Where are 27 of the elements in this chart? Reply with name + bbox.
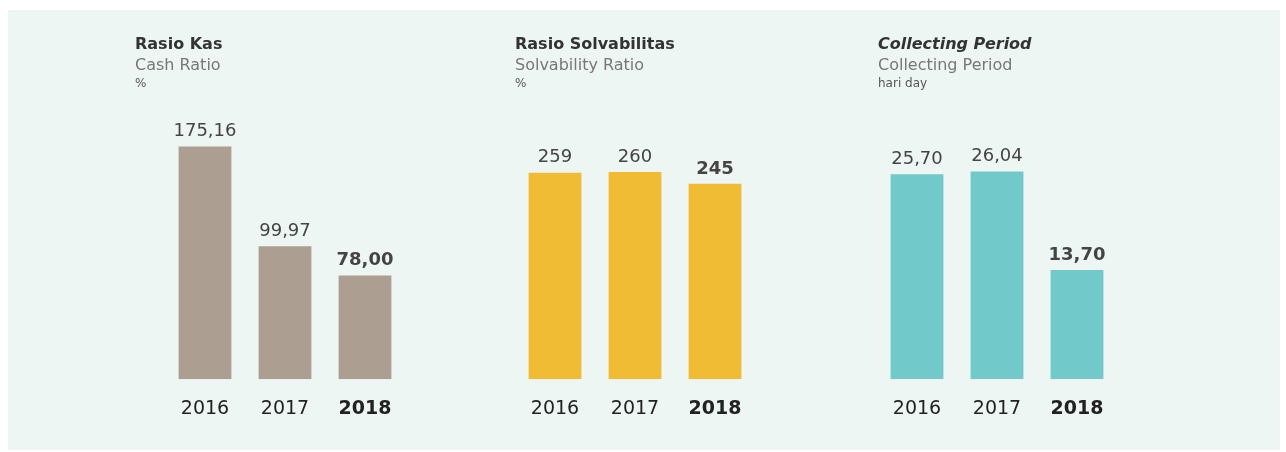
chart-title: Rasio Solvabilitas bbox=[515, 34, 675, 53]
data-label: 26,04 bbox=[971, 144, 1023, 166]
x-tick-label: 2018 bbox=[338, 395, 392, 418]
data-label: 245 bbox=[696, 156, 734, 178]
chart-title: Collecting Period bbox=[878, 34, 1032, 53]
y-axis-title: hari day bbox=[878, 76, 929, 90]
x-tick-label: 2017 bbox=[260, 395, 310, 418]
x-tick-label: 2016 bbox=[892, 395, 942, 418]
data-label: 175,16 bbox=[173, 119, 237, 141]
x-tick-label: 2016 bbox=[180, 395, 230, 418]
y-axis-title: % bbox=[135, 76, 148, 90]
data-label: 25,70 bbox=[891, 146, 943, 168]
data-label: 260 bbox=[617, 144, 653, 166]
chart-subtitle: Solvability Ratio bbox=[515, 55, 646, 74]
x-tick-label: 2017 bbox=[972, 395, 1022, 418]
data-label: 13,70 bbox=[1048, 242, 1106, 264]
x-tick-label: 2017 bbox=[610, 395, 660, 418]
chart-subtitle: Collecting Period bbox=[878, 55, 1014, 74]
x-tick-label: 2016 bbox=[530, 395, 580, 418]
chart-title: Rasio Kas bbox=[135, 34, 223, 53]
x-tick-label: 2018 bbox=[688, 395, 742, 418]
y-axis-title: % bbox=[515, 76, 528, 90]
x-tick-label: 2018 bbox=[1050, 395, 1104, 418]
data-label: 78,00 bbox=[336, 248, 394, 270]
chart-subtitle: Cash Ratio bbox=[135, 55, 222, 74]
data-label: 99,97 bbox=[259, 219, 311, 241]
data-label: 259 bbox=[537, 145, 573, 167]
